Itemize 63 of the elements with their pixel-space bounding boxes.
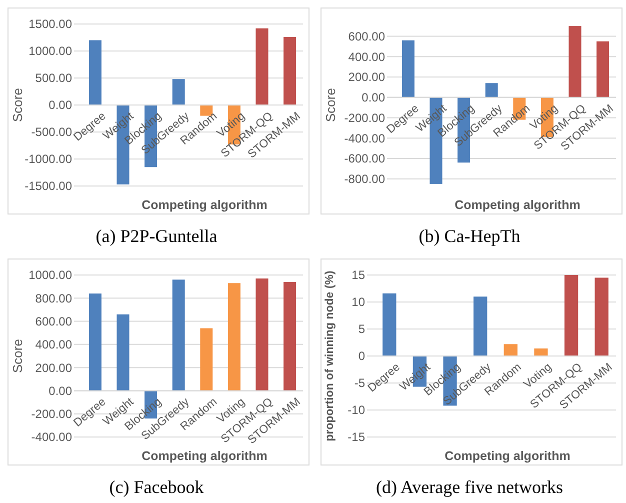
bar: [568, 26, 582, 98]
bar: [284, 282, 296, 391]
bar: [88, 40, 102, 105]
y-tick-label: 1500.00: [28, 17, 72, 32]
bar: [116, 314, 130, 391]
y-tick-label: -5: [354, 376, 366, 390]
bar: [228, 283, 240, 391]
y-tick-label: 600.00: [348, 29, 386, 44]
bar: [402, 40, 414, 98]
y-tick-label: 1000.00: [28, 268, 72, 282]
y-tick-label: -15: [348, 430, 366, 444]
y-tick-label: 1000.00: [28, 44, 72, 58]
y-tick-label: -800.00: [344, 172, 386, 186]
bar: [382, 293, 396, 356]
y-axis-title: Score: [10, 339, 25, 373]
bar: [88, 294, 102, 391]
y-tick-label: -1000.00: [24, 152, 72, 166]
x-axis-title: Competing algorithm: [444, 449, 570, 463]
y-axis-title: Score: [323, 88, 338, 122]
text: (b) Ca-HepTh: [418, 226, 520, 246]
bar: [284, 36, 296, 105]
bar: [200, 328, 213, 391]
y-tick-label: 0.00: [362, 90, 386, 105]
y-tick-label: 200.00: [35, 360, 72, 375]
text: (a) P2P-Guntella: [96, 226, 218, 246]
y-tick-label: 10: [352, 295, 366, 310]
y-tick-label: -10: [348, 403, 366, 418]
y-tick-label: 600.00: [35, 314, 72, 328]
bar: [534, 348, 548, 356]
y-tick-label: 400.00: [35, 338, 72, 352]
y-axis-title: proportion of winning node (%): [324, 270, 336, 442]
bar: [596, 41, 610, 98]
text: (c) Facebook: [109, 477, 204, 497]
y-tick-label: 800.00: [35, 291, 72, 306]
y-tick-label: 5: [358, 322, 366, 336]
y-tick-label: 500.00: [35, 71, 72, 86]
bar: [172, 280, 185, 391]
text: (d) Average five networks: [376, 477, 564, 497]
y-tick-label: -400.00: [344, 131, 386, 146]
bar: [256, 28, 268, 105]
y-tick-label: -200.00: [344, 110, 386, 125]
y-tick-label: -500.00: [31, 125, 72, 140]
bar: [504, 344, 518, 356]
y-tick-label: 0.00: [48, 384, 72, 398]
bar: [564, 275, 578, 356]
bar: [172, 79, 185, 105]
bar: [474, 296, 488, 356]
y-tick-label: -600.00: [344, 152, 386, 166]
y-tick-label: 0.00: [48, 98, 72, 112]
bar: [485, 83, 498, 98]
x-axis-title: Competing algorithm: [142, 198, 268, 212]
bar: [594, 278, 608, 356]
x-axis-title: Competing algorithm: [142, 449, 268, 463]
y-tick-label: -1500.00: [24, 179, 72, 194]
x-axis-title: Competing algorithm: [454, 198, 580, 212]
y-tick-label: 0: [358, 349, 366, 364]
y-tick-label: -400.00: [31, 430, 72, 444]
y-tick-label: 400.00: [348, 50, 386, 64]
y-tick-label: 200.00: [348, 70, 386, 84]
bar: [256, 278, 268, 391]
y-tick-label: 15: [352, 268, 366, 282]
y-tick-label: -200.00: [31, 407, 72, 422]
y-axis-title: Score: [10, 88, 25, 122]
